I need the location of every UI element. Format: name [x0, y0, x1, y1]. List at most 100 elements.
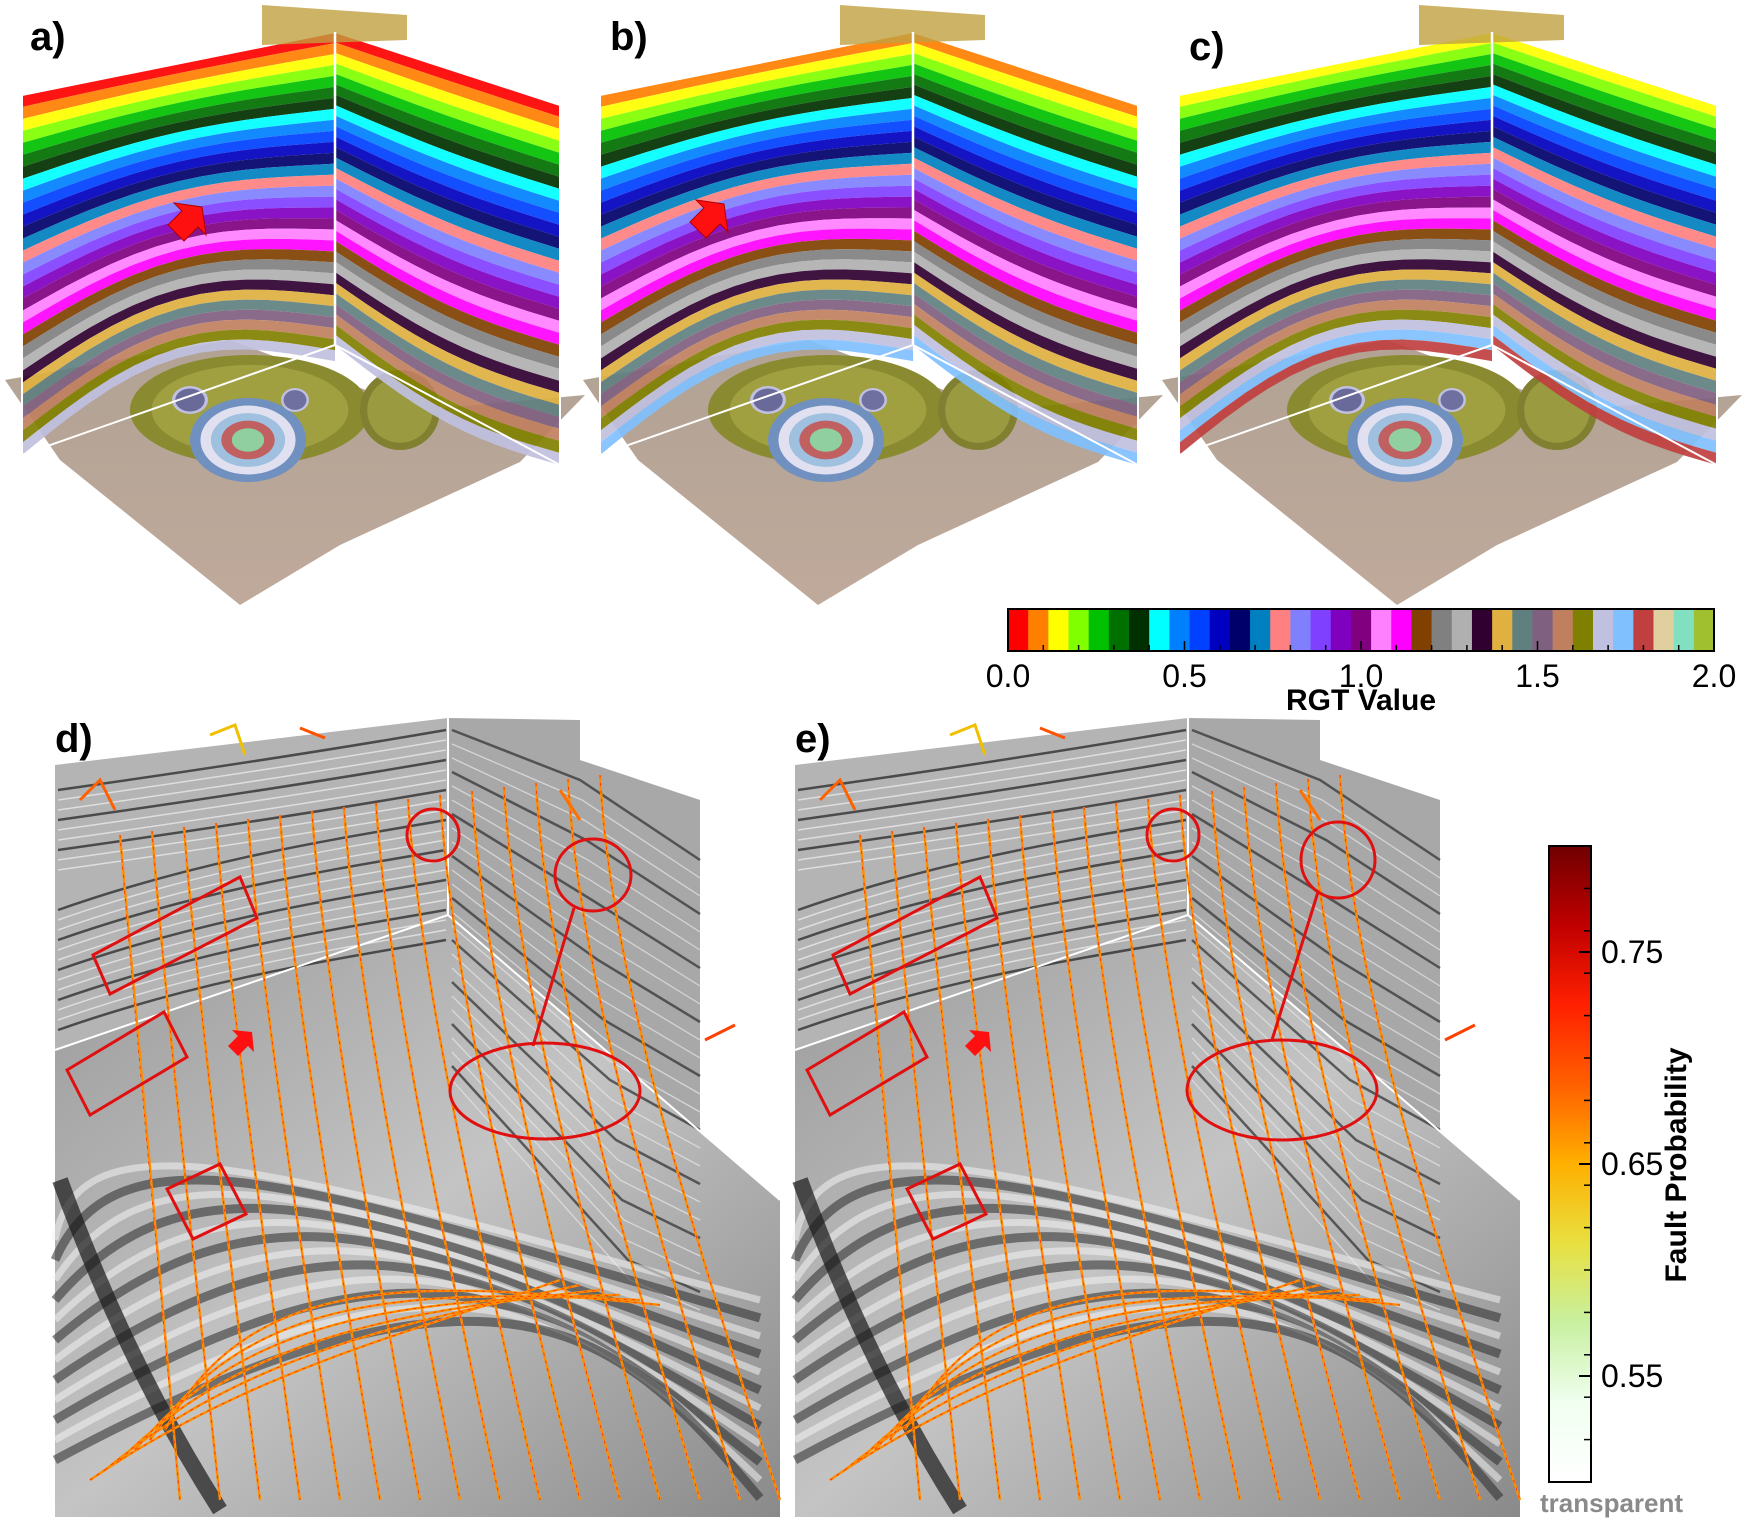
seismic-reflector	[57, 859, 447, 951]
rgt-colorbar-swatch	[1250, 609, 1271, 651]
rgt-horizon-band	[1492, 125, 1717, 225]
fault-colorbar-bottom-label: transparent	[1540, 1488, 1683, 1518]
panel-d: d)	[50, 717, 782, 1517]
rgt-colorbar-swatch	[1371, 609, 1392, 651]
seismic-texture-band	[50, 1175, 762, 1323]
fault-trace-core	[567, 778, 741, 1501]
rgt-horizon-band	[913, 73, 1138, 165]
seismic-texture-band	[792, 1218, 1502, 1376]
rgt-horizon-band	[600, 196, 913, 287]
fault-trace-core	[279, 814, 381, 1501]
seismic-reflector	[1191, 770, 1441, 916]
seismic-reflector	[1191, 939, 1441, 1132]
rgt-horizon-band	[22, 141, 335, 227]
seismic-reflector	[451, 869, 701, 1041]
back-section	[262, 5, 407, 45]
rgt-horizon-band	[22, 279, 335, 383]
seismic-reflector	[797, 908, 1187, 1002]
seismic-reflector	[57, 899, 447, 991]
seismic-reflector	[57, 878, 447, 972]
rgt-horizon-band	[600, 207, 913, 299]
panel-label-a: a)	[30, 15, 66, 59]
seismic-texture-band	[51, 1162, 761, 1304]
rgt-colorbar-swatches	[1008, 609, 1715, 651]
seismic-volume-e	[790, 718, 1522, 1517]
rgt-volume-b	[583, 5, 1163, 605]
rgt-horizon-band	[600, 218, 913, 311]
fault-trace-core	[874, 1294, 1361, 1451]
seismic-reflector	[57, 809, 447, 871]
seismic-reflector	[57, 758, 447, 822]
rgt-horizon-band	[335, 63, 560, 153]
rgt-horizon-band	[1492, 324, 1717, 453]
fault-trace-core	[1307, 778, 1481, 1501]
seismic-reflector	[1191, 743, 1441, 879]
fault-trace	[1210, 790, 1362, 1501]
rgt-horizon-band	[335, 303, 560, 429]
rgt-horizon-band	[335, 146, 560, 249]
fault-trace	[1444, 1023, 1476, 1042]
seismic-reflector	[57, 769, 447, 831]
seismic-reflector	[797, 818, 1187, 912]
seismic-reflector	[797, 799, 1187, 861]
rgt-horizon-band	[1492, 32, 1717, 117]
seismic-reflector	[1191, 1037, 1441, 1257]
panel-label-c: c)	[1189, 25, 1225, 69]
rgt-horizon-band	[1492, 73, 1717, 165]
rgt-horizon-band	[1492, 240, 1717, 357]
rgt-horizon-band	[913, 136, 1138, 237]
rgt-colorbar-swatch	[1229, 609, 1251, 651]
rgt-colorbar-swatch	[1512, 609, 1534, 651]
fault-trace-core	[1275, 782, 1441, 1501]
seismic-reflector	[797, 829, 1187, 921]
rgt-horizon-band	[913, 146, 1138, 249]
seismic-reflector	[451, 1037, 701, 1257]
seismic-texture-band	[792, 1260, 1503, 1430]
rgt-horizon-band	[1179, 238, 1492, 335]
seismic-reflector	[1191, 883, 1441, 1059]
seismic-reflector	[451, 1023, 701, 1240]
rgt-horizon-band	[1492, 84, 1717, 177]
fault-trace-core	[987, 818, 1081, 1501]
rgt-horizon-band	[1492, 63, 1717, 153]
rgt-colorbar: 0.0 0.5 1.0 1.5 2.0 RGT Value	[986, 608, 1736, 717]
rgt-horizon-band	[22, 238, 335, 335]
rgt-horizon-band	[600, 152, 913, 239]
fault-trace	[149, 1295, 641, 1441]
fault-trace-core	[119, 834, 181, 1501]
rgt-horizon-band	[1492, 188, 1717, 297]
rgt-horizon-band	[600, 163, 913, 251]
seismic-reflector	[451, 854, 701, 1024]
seismic-reflector	[451, 799, 701, 951]
slice-contour	[1388, 428, 1422, 452]
seismic-crossline-wall	[1188, 718, 1440, 1150]
panel-label-b: b)	[610, 15, 648, 59]
rgt-horizon-band	[600, 130, 913, 215]
seismic-reflector	[797, 889, 1187, 981]
fault-trace-core	[343, 806, 461, 1501]
rgt-horizon-band	[600, 309, 913, 419]
rgt-horizon-band	[1179, 228, 1492, 323]
seismic-texture-band	[52, 1232, 762, 1395]
fault-trace-core	[844, 1284, 1321, 1471]
seismic-reflector	[1191, 827, 1441, 987]
seismic-texture-band	[52, 1260, 763, 1430]
rgt-horizon-band	[1179, 329, 1492, 443]
rgt-colorbar-swatch	[1290, 609, 1312, 651]
rgt-horizon-band	[335, 271, 560, 393]
rgt-horizon-band	[600, 185, 913, 275]
seismic-reflector	[1191, 757, 1441, 897]
rgt-colorbar-swatch	[1149, 609, 1170, 651]
rgt-horizon-band	[1492, 292, 1717, 417]
seismic-reflector	[57, 779, 447, 841]
rgt-horizon-band	[1492, 261, 1717, 381]
rgt-horizon-band	[1179, 108, 1492, 191]
red-box-marker	[904, 1162, 989, 1241]
rgt-colorbar-swatch	[1129, 609, 1150, 651]
rgt-horizon-band	[1492, 209, 1717, 321]
rgt-horizon-band	[913, 52, 1138, 141]
red-box-marker	[164, 1162, 249, 1241]
seismic-reflector	[797, 758, 1187, 822]
rgt-colorbar-swatch	[1008, 609, 1029, 651]
rgt-horizon-band	[22, 53, 335, 132]
